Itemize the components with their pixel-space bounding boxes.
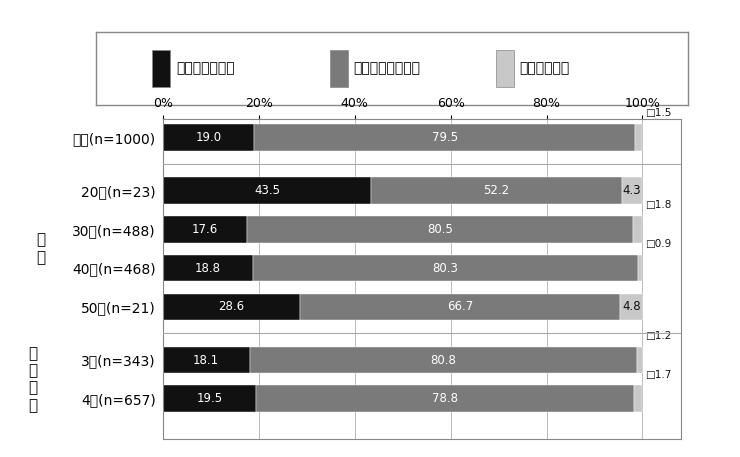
Text: 17.6: 17.6 bbox=[192, 223, 218, 236]
Bar bbox=[163, 124, 254, 151]
Text: 19.5: 19.5 bbox=[197, 392, 223, 405]
Text: □1.2: □1.2 bbox=[645, 331, 671, 341]
Bar bbox=[163, 177, 371, 204]
Bar bbox=[300, 293, 620, 320]
Bar bbox=[163, 216, 247, 243]
Text: 平年並みだと思う: 平年並みだと思う bbox=[354, 62, 421, 75]
Text: 18.8: 18.8 bbox=[195, 261, 221, 275]
Text: 79.5: 79.5 bbox=[431, 131, 457, 144]
Text: 66.7: 66.7 bbox=[447, 300, 473, 314]
Text: 18.1: 18.1 bbox=[193, 354, 219, 367]
Text: 80.8: 80.8 bbox=[431, 354, 457, 367]
Bar bbox=[620, 293, 643, 320]
Bar bbox=[163, 347, 249, 373]
Text: 4.3: 4.3 bbox=[623, 184, 642, 197]
Bar bbox=[634, 386, 642, 412]
Text: 強化すると思う: 強化すると思う bbox=[176, 62, 235, 75]
Bar bbox=[635, 124, 642, 151]
Bar bbox=[254, 124, 635, 151]
Text: 家
族
人
数: 家 族 人 数 bbox=[29, 346, 38, 413]
Text: □1.7: □1.7 bbox=[645, 370, 671, 380]
Bar bbox=[163, 386, 256, 412]
FancyBboxPatch shape bbox=[330, 50, 348, 87]
FancyBboxPatch shape bbox=[152, 50, 170, 87]
Text: 80.3: 80.3 bbox=[433, 261, 459, 275]
Text: 28.6: 28.6 bbox=[218, 300, 244, 314]
Text: □1.5: □1.5 bbox=[645, 108, 671, 118]
Text: 年
代: 年 代 bbox=[36, 233, 45, 265]
Bar bbox=[633, 216, 642, 243]
Text: 78.8: 78.8 bbox=[432, 392, 458, 405]
Text: □0.9: □0.9 bbox=[645, 239, 671, 249]
Bar bbox=[638, 255, 642, 282]
Bar bbox=[247, 216, 633, 243]
Bar bbox=[249, 347, 637, 373]
FancyBboxPatch shape bbox=[496, 50, 514, 87]
Bar bbox=[622, 177, 642, 204]
Text: 80.5: 80.5 bbox=[427, 223, 453, 236]
Bar bbox=[371, 177, 622, 204]
Text: 52.2: 52.2 bbox=[483, 184, 510, 197]
Text: 43.5: 43.5 bbox=[254, 184, 280, 197]
Text: 19.0: 19.0 bbox=[195, 131, 221, 144]
Bar bbox=[253, 255, 638, 282]
Bar bbox=[163, 293, 300, 320]
Text: 4.8: 4.8 bbox=[622, 300, 641, 314]
Bar bbox=[163, 255, 253, 282]
Text: □1.8: □1.8 bbox=[645, 201, 671, 211]
Bar bbox=[256, 386, 634, 412]
Bar bbox=[637, 347, 643, 373]
Text: 減らすと思う: 減らすと思う bbox=[519, 62, 570, 75]
